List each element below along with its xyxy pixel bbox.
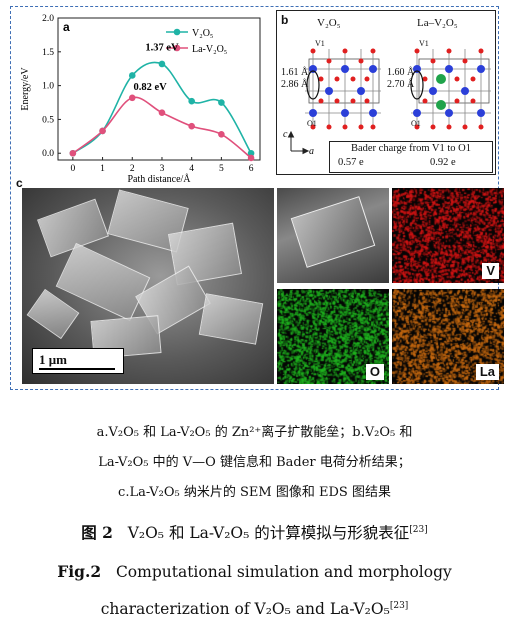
data-point-1: [247, 154, 255, 162]
x-tick-label: 5: [219, 164, 224, 174]
sem-inset-tile: [277, 188, 389, 283]
data-point-0: [188, 97, 195, 105]
la-v2o5-bond-long: 2.70 Å: [387, 79, 415, 90]
caption-en-fig-label: Fig.2: [57, 562, 102, 581]
data-point-0: [247, 149, 255, 157]
caption-en-title-1: Fig.2 Computational simulation and morph…: [0, 560, 509, 584]
la-v2o5-structure-title: La–V₂O₅: [417, 17, 458, 29]
data-point-1: [158, 109, 166, 116]
eds-map-o: O: [277, 289, 389, 384]
y-tick-label: 0.0: [42, 149, 54, 159]
legend-label-0: V₂O₅: [192, 28, 213, 39]
x-tick-label: 3: [160, 164, 165, 174]
caption-cn-title-text: V₂O₅ 和 La-V₂O₅ 的计算模拟与形貌表征: [127, 524, 410, 543]
panel-a-chart: a 0 1 2 3 4 5 6 0.0 0.5 1.0 1.5 2.0 Path distance/Å En…: [16, 10, 268, 188]
v2o5-structure-title: V₂O₅: [317, 17, 341, 29]
eds-la-label: La: [475, 364, 499, 380]
data-point-0: [158, 60, 166, 68]
annotation-la-v2o5: 0.82 eV: [133, 82, 167, 93]
data-point-1: [99, 127, 106, 135]
data-point-1: [218, 131, 225, 138]
bader-la-v2o5-value: 0.92 e: [430, 157, 456, 168]
legend-marker-1: [173, 44, 181, 52]
x-axis-label: Path distance/Å: [127, 173, 191, 185]
crystal-structures-illustration: [287, 48, 491, 155]
scale-bar-line: [39, 368, 115, 370]
la-v2o5-bond-short: 1.60 Å: [387, 67, 415, 78]
y-axis-label: Energy/eV: [20, 67, 31, 111]
x-tick-label: 2: [130, 164, 135, 174]
o1-label-left: O1: [307, 119, 317, 128]
axis-a-label: a: [309, 146, 314, 157]
data-point-1: [69, 149, 77, 157]
x-tick-label: 0: [70, 164, 75, 174]
axis-c-label: c: [283, 129, 288, 140]
eds-o-label: O: [365, 364, 384, 380]
caption-cn-fig-label: 图 2: [81, 523, 113, 543]
eds-map-v: V: [392, 188, 504, 283]
bader-title: Bader charge from V1 to O1: [350, 143, 472, 154]
v2o5-bond-short: 1.61 Å: [281, 67, 309, 78]
energy-barrier-chart: a 0 1 2 3 4 5 6 0.0 0.5 1.0 1.5 2.0 Path distance/Å En…: [20, 14, 261, 185]
data-point-0: [128, 72, 136, 79]
x-tick-label: 4: [189, 164, 194, 174]
series-line-0: [72, 61, 252, 154]
eds-map-la: La: [392, 289, 504, 384]
panel-c-images: 1 μm V O La: [22, 188, 504, 386]
axis-indicator: [287, 130, 310, 155]
scale-bar-box: 1 μm: [32, 348, 124, 374]
caption-en-title-text-1: Computational simulation and morphology: [115, 563, 452, 581]
panel-a-letter: a: [63, 20, 70, 34]
legend-marker-0: [173, 28, 181, 36]
panel-b-structures: b V₂O₅ La–V₂O₅: [276, 10, 496, 175]
bader-charge-box: Bader charge from V1 to O1 0.57 e 0.92 e: [329, 141, 493, 173]
v1-label-right: V1: [419, 39, 429, 48]
caption-en-title-2: characterization of V₂O₅ and La-V₂O₅[23]: [0, 594, 509, 621]
scale-bar-label: 1 μm: [39, 352, 67, 367]
data-point-0: [218, 99, 225, 106]
bader-v2o5-value: 0.57 e: [338, 157, 364, 168]
y-tick-label: 1.5: [42, 48, 54, 58]
plot-area-frame: [57, 17, 261, 161]
caption-cn-line-1: a.V₂O₅ 和 La-V₂O₅ 的 Zn²⁺离子扩散能垒；b.V₂O₅ 和: [96, 425, 413, 440]
panel-c-letter: c: [16, 176, 23, 190]
x-tick-label: 6: [249, 164, 254, 174]
caption-cn-title: 图 2 V₂O₅ 和 La-V₂O₅ 的计算模拟与形貌表征[23]: [0, 518, 509, 545]
panel-b-letter: b: [281, 13, 289, 27]
o1-label-right: O1: [411, 119, 421, 128]
v1-label-left: V1: [315, 39, 325, 48]
v2o5-bond-long: 2.86 Å: [281, 79, 309, 90]
caption-cn-line-3: c.La-V₂O₅ 纳米片的 SEM 图像和 EDS 图结果: [118, 485, 391, 500]
v2o5-atoms: [306, 48, 377, 130]
data-point-1: [188, 122, 195, 130]
x-tick-label: 1: [100, 164, 105, 174]
caption-en-title-text-2: characterization of V₂O₅ and La-V₂O₅: [100, 600, 390, 619]
legend-label-1: La-V₂O₅: [192, 44, 227, 55]
caption-cn-ref: [23]: [409, 525, 428, 535]
sem-image: 1 μm: [22, 188, 274, 384]
annotation-v2o5: 1.37 eV: [145, 43, 179, 54]
data-point-1: [128, 94, 136, 102]
y-tick-label: 0.5: [42, 115, 54, 125]
caption-cn-line-2: La-V₂O₅ 中的 V—O 键信息和 Bader 电荷分析结果；: [98, 455, 411, 470]
v2o5-structure: [305, 49, 381, 129]
y-tick-label: 2.0: [42, 14, 54, 24]
y-tick-label: 1.0: [42, 82, 54, 92]
eds-v-label: V: [482, 263, 499, 279]
caption-en-ref: [23]: [389, 601, 409, 611]
la-v2o5-atoms: [410, 48, 485, 130]
